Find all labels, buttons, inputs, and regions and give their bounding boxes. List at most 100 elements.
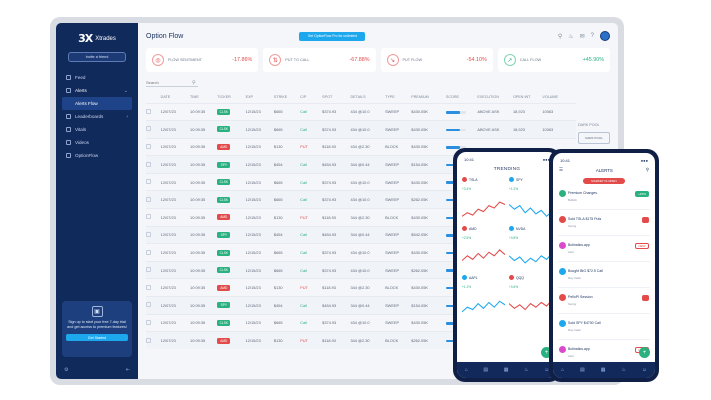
row-checkbox[interactable] — [146, 214, 151, 220]
cell-date: 12/07/23 — [160, 109, 176, 115]
column-header[interactable]: TIME — [190, 95, 199, 100]
ticker-pill[interactable]: SPY — [217, 302, 231, 309]
ticker-pill[interactable]: CLSK — [217, 179, 231, 186]
ticker-pill[interactable]: AMD — [217, 143, 231, 150]
ticker-pill[interactable]: SPY — [217, 231, 231, 238]
cell-premium: $430.05K — [411, 179, 428, 185]
row-checkbox[interactable] — [146, 108, 151, 114]
column-header[interactable]: TYPE — [385, 95, 395, 100]
column-header[interactable]: C/P — [300, 95, 307, 100]
get-started-button[interactable]: Get Started — [66, 334, 128, 341]
column-header[interactable]: SCORE — [445, 95, 460, 100]
avatar[interactable] — [600, 31, 610, 41]
sidebar-item-alerts-flow[interactable]: Alerts Flow — [62, 97, 132, 110]
alert-title: Sold SPY $4700 Call — [568, 321, 601, 325]
ticker-pill[interactable]: CLSK — [217, 196, 231, 203]
column-header[interactable]: OPEN INT — [513, 95, 531, 100]
alert-item[interactable]: PelloPI Session Swing — [558, 292, 650, 314]
trending-card[interactable]: AAPL +1.1% — [462, 275, 505, 321]
column-header[interactable]: VOLUME — [542, 95, 558, 100]
alert-item[interactable]: Sold SPY $4700 Call Day trade — [558, 318, 650, 340]
ticker-pill[interactable]: CLSK — [217, 108, 231, 115]
bell-icon[interactable]: ♨ — [621, 367, 626, 373]
flow-icon[interactable]: ▦ — [600, 367, 606, 373]
row-checkbox[interactable] — [146, 249, 151, 255]
row-checkbox[interactable] — [146, 267, 151, 273]
chart-icon[interactable]: ▤ — [579, 367, 585, 373]
alert-item[interactable]: Bullnatics.app Alert NEW — [558, 240, 650, 262]
ticker-pill[interactable]: CLSK — [217, 249, 231, 256]
row-checkbox[interactable] — [146, 319, 151, 325]
search-input[interactable] — [146, 79, 198, 87]
column-header[interactable]: DATE — [160, 95, 171, 100]
ticker-pill[interactable]: AMD — [217, 284, 231, 291]
column-header[interactable]: TICKER — [217, 95, 231, 100]
sidebar-item-optionflow[interactable]: OptionFlow — [62, 149, 132, 162]
alert-avatar — [559, 294, 566, 301]
column-header[interactable]: EXP — [245, 95, 253, 100]
row-checkbox[interactable] — [146, 284, 151, 290]
profile-icon[interactable]: ☺ — [641, 367, 647, 373]
column-header[interactable]: DETAILS — [350, 95, 366, 100]
sidebar-item-label: Vitals — [75, 127, 87, 132]
profile-icon[interactable]: ☺ — [544, 367, 550, 373]
invite-friend-button[interactable]: Invite a friend — [68, 52, 126, 62]
dark-pool-button[interactable]: DARK POOL — [578, 132, 610, 144]
row-checkbox[interactable] — [146, 161, 151, 167]
table-row[interactable]: 12/07/23 10:09:35 CLSK 12/15/23 $665 Call $374… — [146, 102, 576, 121]
settings-icon[interactable]: ⚙ — [64, 367, 69, 373]
search-icon[interactable]: ⚲ — [645, 167, 649, 172]
column-header[interactable]: PREMIUM — [411, 95, 429, 100]
help-icon[interactable]: ? — [590, 33, 594, 39]
row-checkbox[interactable] — [146, 231, 151, 237]
row-checkbox[interactable] — [146, 126, 151, 132]
sidebar-item-feed[interactable]: Feed — [62, 71, 132, 84]
column-header[interactable]: SPOT — [322, 95, 333, 100]
flow-icon[interactable]: ▦ — [503, 367, 509, 373]
alert-item[interactable]: Premium Changes Bullish +15% — [558, 188, 650, 210]
chart-icon[interactable]: ▤ — [483, 367, 489, 373]
home-icon[interactable]: ⌂ — [464, 367, 468, 373]
bell-icon[interactable]: ♨ — [524, 367, 529, 373]
row-checkbox[interactable] — [146, 196, 151, 202]
logo[interactable]: 3X Xtrades — [62, 32, 132, 45]
table-row[interactable]: 12/07/23 10:09:35 CLSK 12/15/23 $665 Call $374… — [146, 120, 576, 139]
table-row[interactable]: 12/07/23 10:09:35 AMD 12/15/23 $130 PUT $118.9… — [146, 137, 576, 156]
collapse-icon[interactable]: ⇤ — [125, 367, 130, 373]
row-checkbox[interactable] — [146, 302, 151, 308]
sidebar-item-videos[interactable]: Videos — [62, 136, 132, 149]
phone-trending: 10:41 ●●● TRENDING TSLA +3.4% SPY +1.2% AMD +… — [453, 148, 561, 382]
column-header[interactable]: STRIKE — [273, 95, 288, 100]
ticker-pill[interactable]: CLSK — [217, 267, 231, 274]
plus-icon[interactable]: + — [639, 347, 650, 358]
bell-icon[interactable]: ♨ — [568, 33, 574, 40]
column-header[interactable]: EXECUTION — [477, 95, 499, 100]
ticker-pill[interactable]: AMD — [217, 337, 231, 344]
alert-item[interactable]: Bought BIG $72.5 Call Day trade — [558, 266, 650, 288]
sidebar-item-alerts[interactable]: Alerts ⌄ — [62, 84, 132, 97]
home-icon[interactable]: ⌂ — [560, 367, 565, 373]
ticker-pill[interactable]: CLSK — [217, 126, 231, 133]
trending-card[interactable]: SPY +1.2% — [509, 177, 552, 223]
ticker-pill[interactable]: SPY — [217, 161, 231, 168]
trending-card[interactable]: NVDA +0.8% — [509, 226, 552, 272]
upgrade-banner[interactable]: Get OptionFlow Pro for unlimited — [299, 31, 366, 41]
row-checkbox[interactable] — [146, 143, 151, 149]
cell-exp: 12/15/23 — [245, 214, 261, 220]
row-checkbox[interactable] — [146, 337, 151, 343]
row-checkbox[interactable] — [146, 179, 151, 185]
trending-card[interactable]: TSLA +3.4% — [462, 177, 505, 223]
cell-date: 12/07/23 — [160, 302, 176, 308]
alert-item[interactable]: Sold TSLA $175 Puts Swing — [558, 214, 650, 236]
sidebar-item-leaderboards[interactable]: Leaderboards › — [62, 110, 132, 123]
plus-icon[interactable]: + — [541, 347, 552, 358]
menu-icon[interactable]: ☰ — [559, 167, 563, 172]
trending-card[interactable]: AMD +2.5% — [462, 226, 505, 272]
cell-spot: $374.93 — [322, 179, 337, 185]
ticker-pill[interactable]: AMD — [217, 214, 231, 221]
chat-icon[interactable]: ✉ — [579, 33, 585, 40]
ticker-pill[interactable]: CLSK — [217, 319, 231, 326]
search-icon[interactable]: ⚲ — [557, 33, 563, 40]
trending-card[interactable]: QQQ +0.6% — [509, 275, 552, 321]
sidebar-item-vitals[interactable]: Vitals — [62, 123, 132, 136]
